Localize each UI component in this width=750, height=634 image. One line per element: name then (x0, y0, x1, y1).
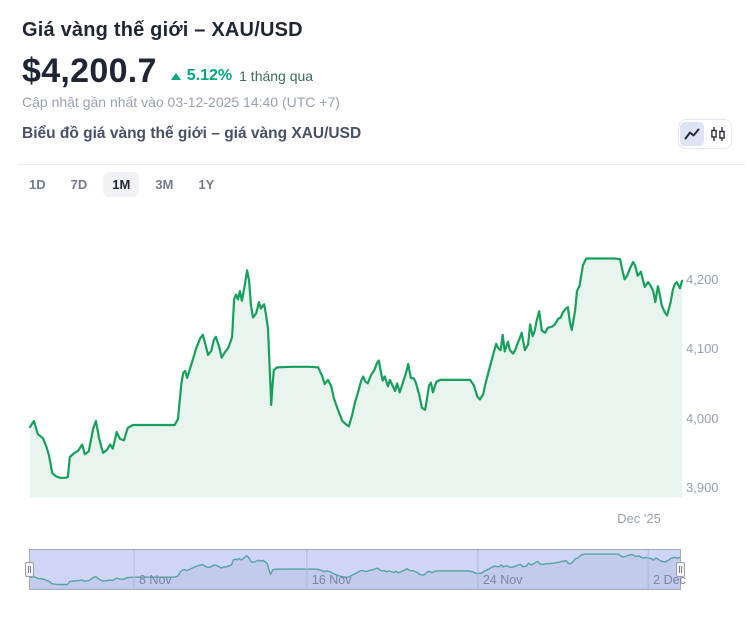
change-period: 1 tháng qua (239, 68, 314, 84)
last-updated-text: Cập nhật gần nhất vào 03-12-2025 14:40 (… (22, 94, 340, 110)
tab-1d[interactable]: 1D (20, 172, 55, 197)
navigator-date-label: 24 Nov (482, 573, 523, 587)
navigator-date-label: 8 Nov (139, 573, 172, 587)
candlestick-chart-icon (711, 127, 725, 141)
divider (18, 164, 745, 165)
current-price: $4,200.7 (22, 52, 157, 90)
navigator-left-handle[interactable] (25, 562, 34, 577)
chart-subtitle: Biểu đồ giá vàng thế giới – giá vàng XAU… (22, 125, 362, 142)
line-chart-button[interactable] (680, 122, 704, 146)
up-arrow-icon (170, 72, 181, 80)
chart-navigator[interactable]: 8 Nov 16 Nov 24 Nov 2 Dec (29, 549, 686, 590)
chart-type-toggle (678, 119, 732, 149)
tab-7d[interactable]: 7D (62, 172, 97, 197)
change-group: 5.12% 1 tháng qua (170, 67, 314, 85)
tab-1m[interactable]: 1M (103, 172, 140, 197)
navigator-chart (29, 550, 681, 589)
price-row: $4,200.7 5.12% 1 tháng qua (22, 54, 313, 88)
price-chart[interactable] (0, 228, 750, 500)
candlestick-chart-button[interactable] (706, 122, 730, 146)
line-chart-icon (684, 128, 700, 139)
range-tabs: 1D 7D 1M 3M 1Y (20, 172, 230, 197)
tab-1y[interactable]: 1Y (189, 172, 223, 197)
tab-3m[interactable]: 3M (146, 172, 182, 197)
x-axis-label: Dec '25 (617, 511, 661, 526)
change-percent: 5.12% (186, 67, 233, 84)
y-axis-label: 4,100 (686, 341, 719, 357)
navigator-date-label: 16 Nov (311, 573, 352, 587)
y-axis-label: 4,200 (686, 272, 719, 287)
y-axis-label: 3,900 (686, 480, 719, 496)
page-title: Giá vàng thế giới – XAU/USD (22, 19, 303, 41)
navigator-right-handle[interactable] (676, 562, 685, 577)
y-axis-label: 4,000 (686, 410, 719, 426)
